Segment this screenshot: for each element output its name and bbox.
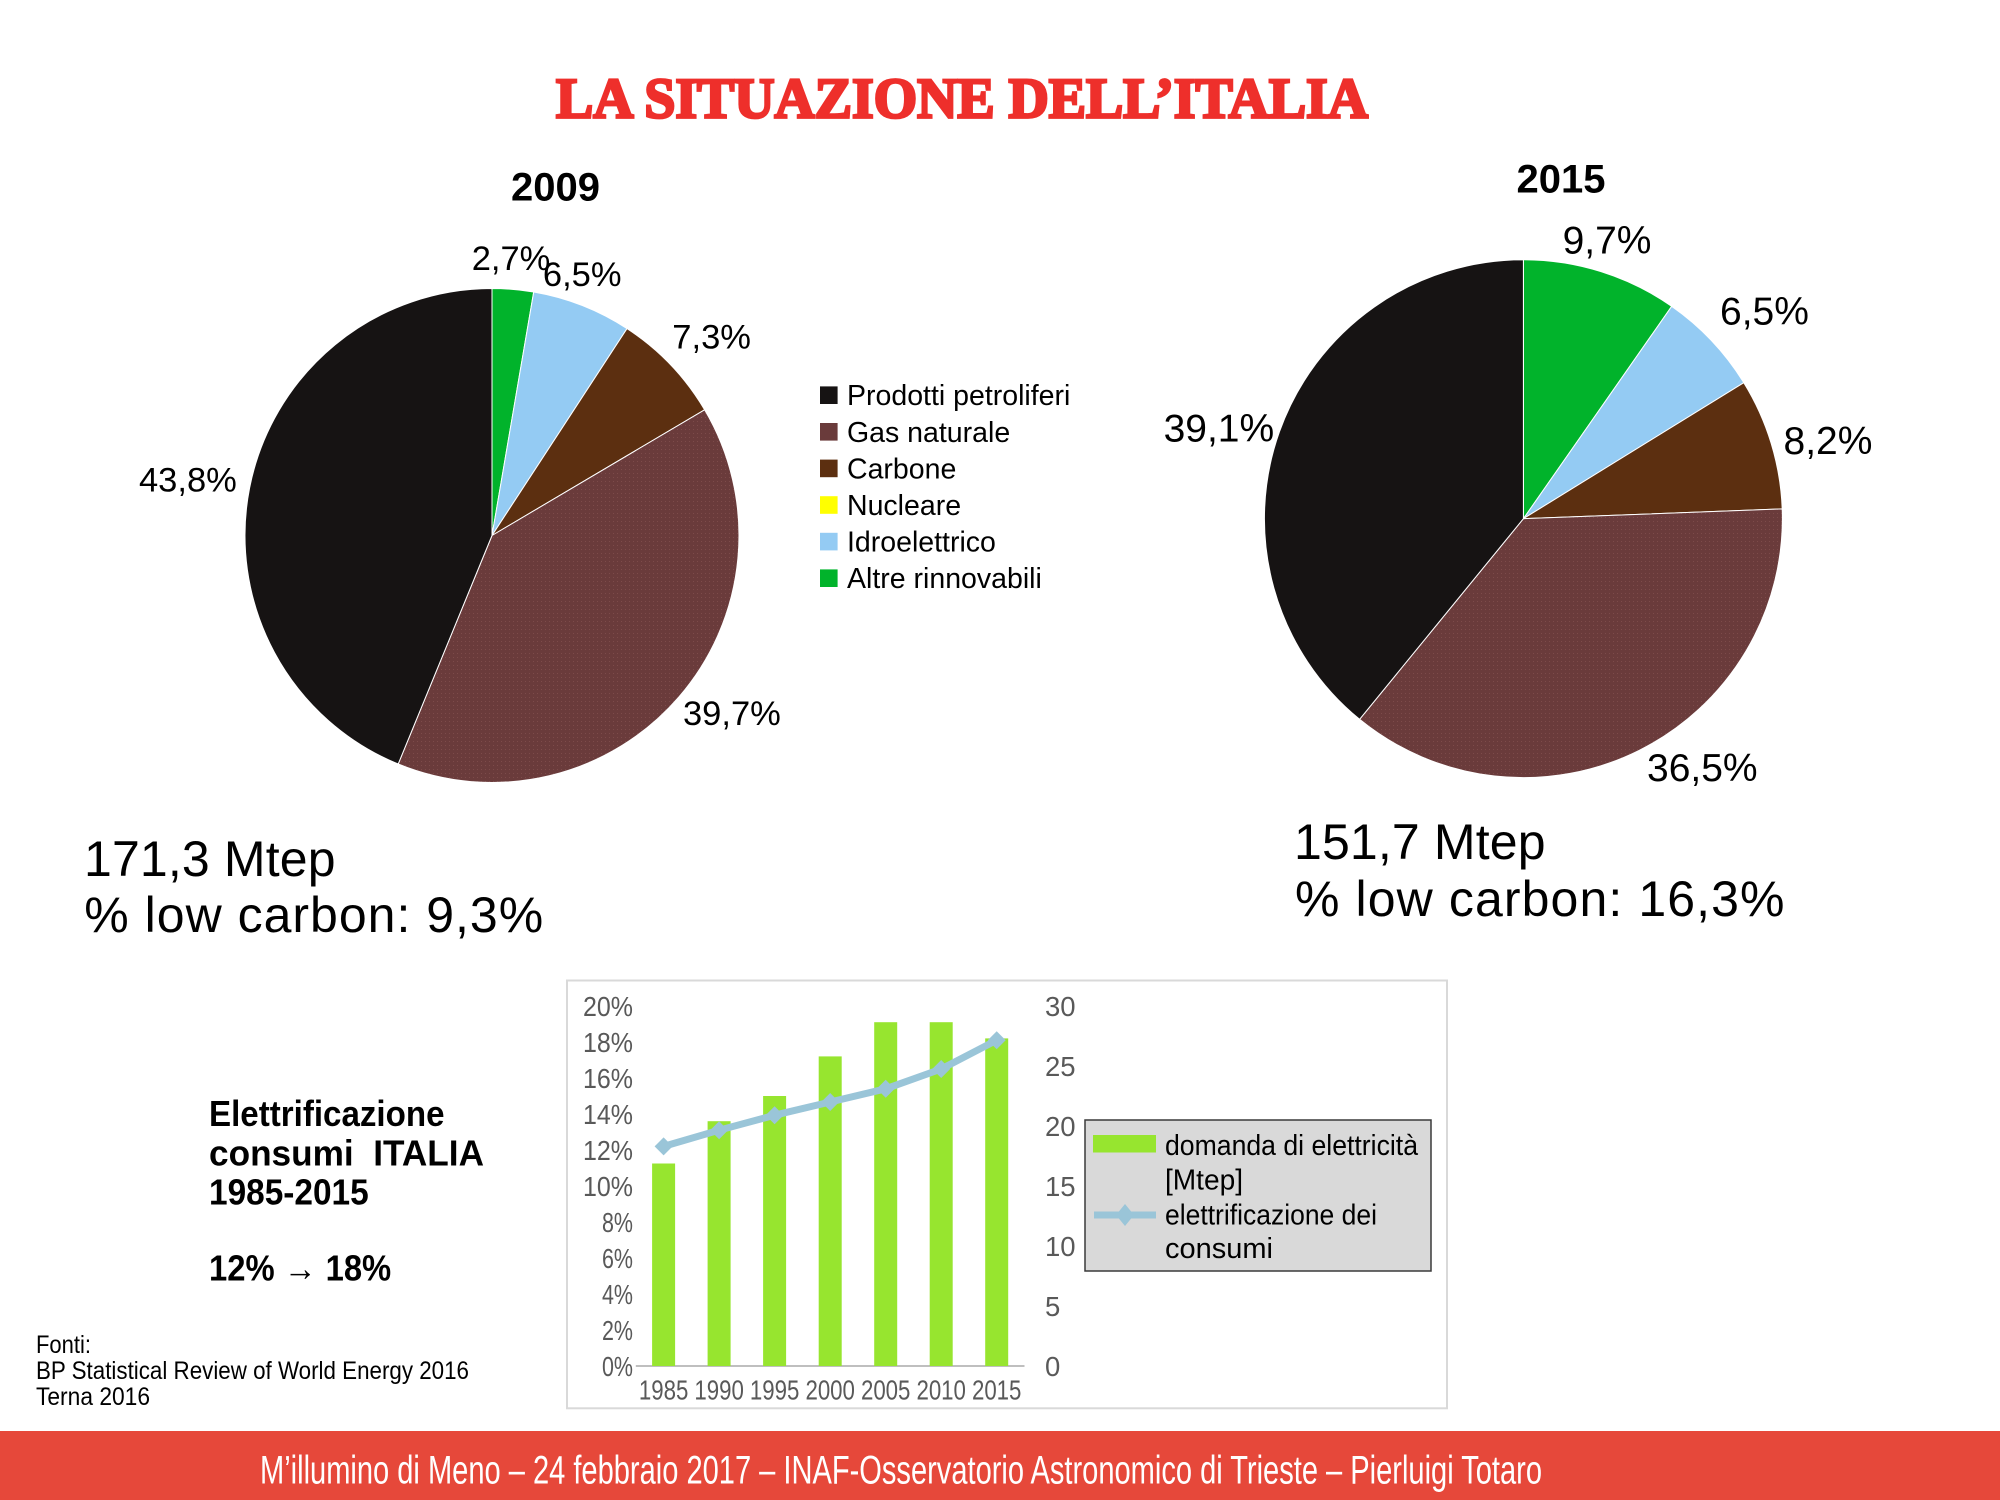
svg-text:2000: 2000 (805, 1375, 855, 1406)
svg-text:Fonti:: Fonti: (36, 1331, 91, 1359)
svg-text:Gas naturale: Gas naturale (847, 417, 1010, 449)
svg-text:1985: 1985 (639, 1375, 689, 1406)
svg-text:consumi ITALIA: consumi ITALIA (209, 1133, 484, 1174)
svg-text:43,8%: 43,8% (139, 462, 237, 500)
svg-text:LA SITUAZIONE DELL’ITALIA: LA SITUAZIONE DELL’ITALIA (556, 68, 1368, 131)
svg-text:1990: 1990 (694, 1375, 744, 1406)
svg-text:6,5%: 6,5% (1720, 291, 1809, 334)
svg-text:6,5%: 6,5% (543, 256, 622, 294)
svg-text:Prodotti petroliferi: Prodotti petroliferi (847, 380, 1070, 412)
svg-text:Carbone: Carbone (847, 453, 956, 485)
svg-text:2010: 2010 (916, 1375, 966, 1406)
svg-text:8%: 8% (602, 1207, 633, 1238)
svg-text:10%: 10% (583, 1171, 633, 1202)
svg-text:12% → 18%: 12% → 18% (209, 1248, 391, 1289)
svg-text:5: 5 (1045, 1291, 1060, 1322)
svg-text:20%: 20% (583, 991, 633, 1022)
svg-text:1995: 1995 (750, 1375, 800, 1406)
svg-text:8,2%: 8,2% (1784, 420, 1873, 463)
svg-text:2009: 2009 (511, 166, 600, 210)
svg-text:18%: 18% (583, 1027, 633, 1058)
svg-text:30: 30 (1045, 991, 1076, 1022)
svg-text:12%: 12% (583, 1135, 633, 1166)
svg-text:Idroelettrico: Idroelettrico (847, 527, 996, 559)
svg-text:BP Statistical Review of World: BP Statistical Review of World Energy 20… (36, 1357, 469, 1385)
svg-text:1985-2015: 1985-2015 (209, 1172, 369, 1213)
svg-text:39,7%: 39,7% (683, 695, 781, 733)
svg-text:6%: 6% (602, 1243, 633, 1274)
svg-text:Elettrificazione: Elettrificazione (209, 1093, 445, 1134)
svg-text:36,5%: 36,5% (1647, 747, 1758, 790)
svg-text:0%: 0% (602, 1351, 633, 1382)
svg-text:2,7%: 2,7% (472, 240, 551, 278)
svg-text:171,3 Mtep: 171,3 Mtep (84, 831, 336, 887)
svg-text:% low carbon: 9,3%: % low carbon: 9,3% (84, 887, 544, 943)
svg-text:2015: 2015 (1517, 157, 1606, 201)
svg-text:10: 10 (1045, 1231, 1076, 1262)
svg-text:20: 20 (1045, 1111, 1076, 1142)
svg-text:39,1%: 39,1% (1164, 408, 1275, 451)
svg-text:consumi: consumi (1165, 1233, 1273, 1265)
svg-text:M’illumino di Meno – 24 febbr: M’illumino di Meno – 24 febbraio 2017 – … (260, 1449, 1542, 1493)
svg-text:15: 15 (1045, 1171, 1076, 1202)
svg-text:151,7 Mtep: 151,7 Mtep (1294, 814, 1546, 870)
svg-text:0: 0 (1045, 1351, 1060, 1382)
svg-text:Altre rinnovabili: Altre rinnovabili (847, 563, 1042, 595)
svg-text:7,3%: 7,3% (672, 319, 751, 357)
svg-text:elettrificazione dei: elettrificazione dei (1165, 1200, 1377, 1232)
svg-text:14%: 14% (583, 1099, 633, 1130)
svg-text:2%: 2% (602, 1315, 633, 1346)
svg-text:25: 25 (1045, 1051, 1076, 1082)
svg-text:16%: 16% (583, 1063, 633, 1094)
svg-text:2015: 2015 (972, 1375, 1022, 1406)
svg-text:Nucleare: Nucleare (847, 490, 961, 522)
svg-text:[Mtep]: [Mtep] (1165, 1165, 1243, 1197)
svg-text:9,7%: 9,7% (1563, 220, 1652, 263)
svg-text:4%: 4% (602, 1279, 633, 1310)
svg-text:Terna 2016: Terna 2016 (36, 1383, 150, 1411)
svg-text:domanda di elettricità: domanda di elettricità (1165, 1130, 1418, 1162)
svg-text:% low carbon: 16,3%: % low carbon: 16,3% (1295, 871, 1786, 927)
svg-text:2005: 2005 (861, 1375, 911, 1406)
